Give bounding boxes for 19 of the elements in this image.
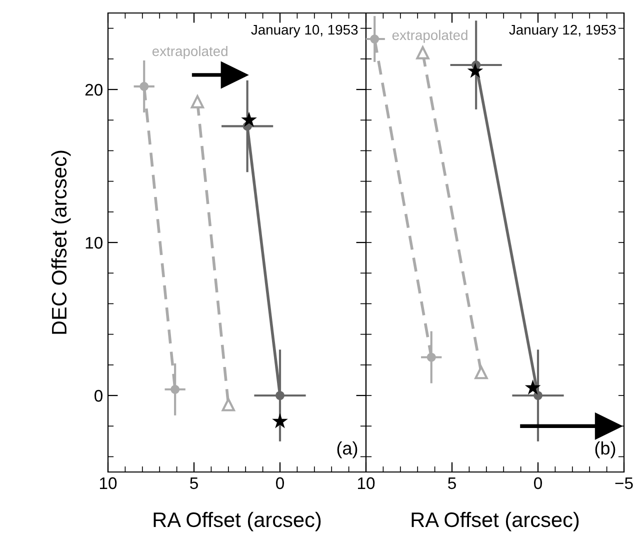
y-tick-label: 20 xyxy=(85,84,102,96)
x-axis-title: RA Offset (arcsec) xyxy=(412,512,579,532)
annotation: (b) xyxy=(595,441,616,458)
y-axis-title: DEC Offset (arcsec) xyxy=(51,150,71,334)
x-tick-label: 10 xyxy=(358,477,375,490)
annotation: extrapolated xyxy=(152,46,228,59)
annotation: extrapolated xyxy=(392,30,468,43)
x-tick-label: 0 xyxy=(534,477,542,490)
annotation: January 10, 1953 xyxy=(251,24,358,38)
x-tick-label: 10 xyxy=(100,477,117,490)
y-tick-label: 10 xyxy=(86,236,102,249)
x-tick-label: 5 xyxy=(448,477,456,490)
x-axis-title: RA Offset (arcsec) xyxy=(154,512,321,532)
annotation: January 12, 1953 xyxy=(509,24,616,38)
x-tick-label: 0 xyxy=(276,477,284,490)
x-tick-label: −5 xyxy=(615,477,633,490)
x-tick-label: 5 xyxy=(190,477,198,490)
annotation: (a) xyxy=(337,441,358,458)
y-tick-label: 0 xyxy=(94,390,102,402)
